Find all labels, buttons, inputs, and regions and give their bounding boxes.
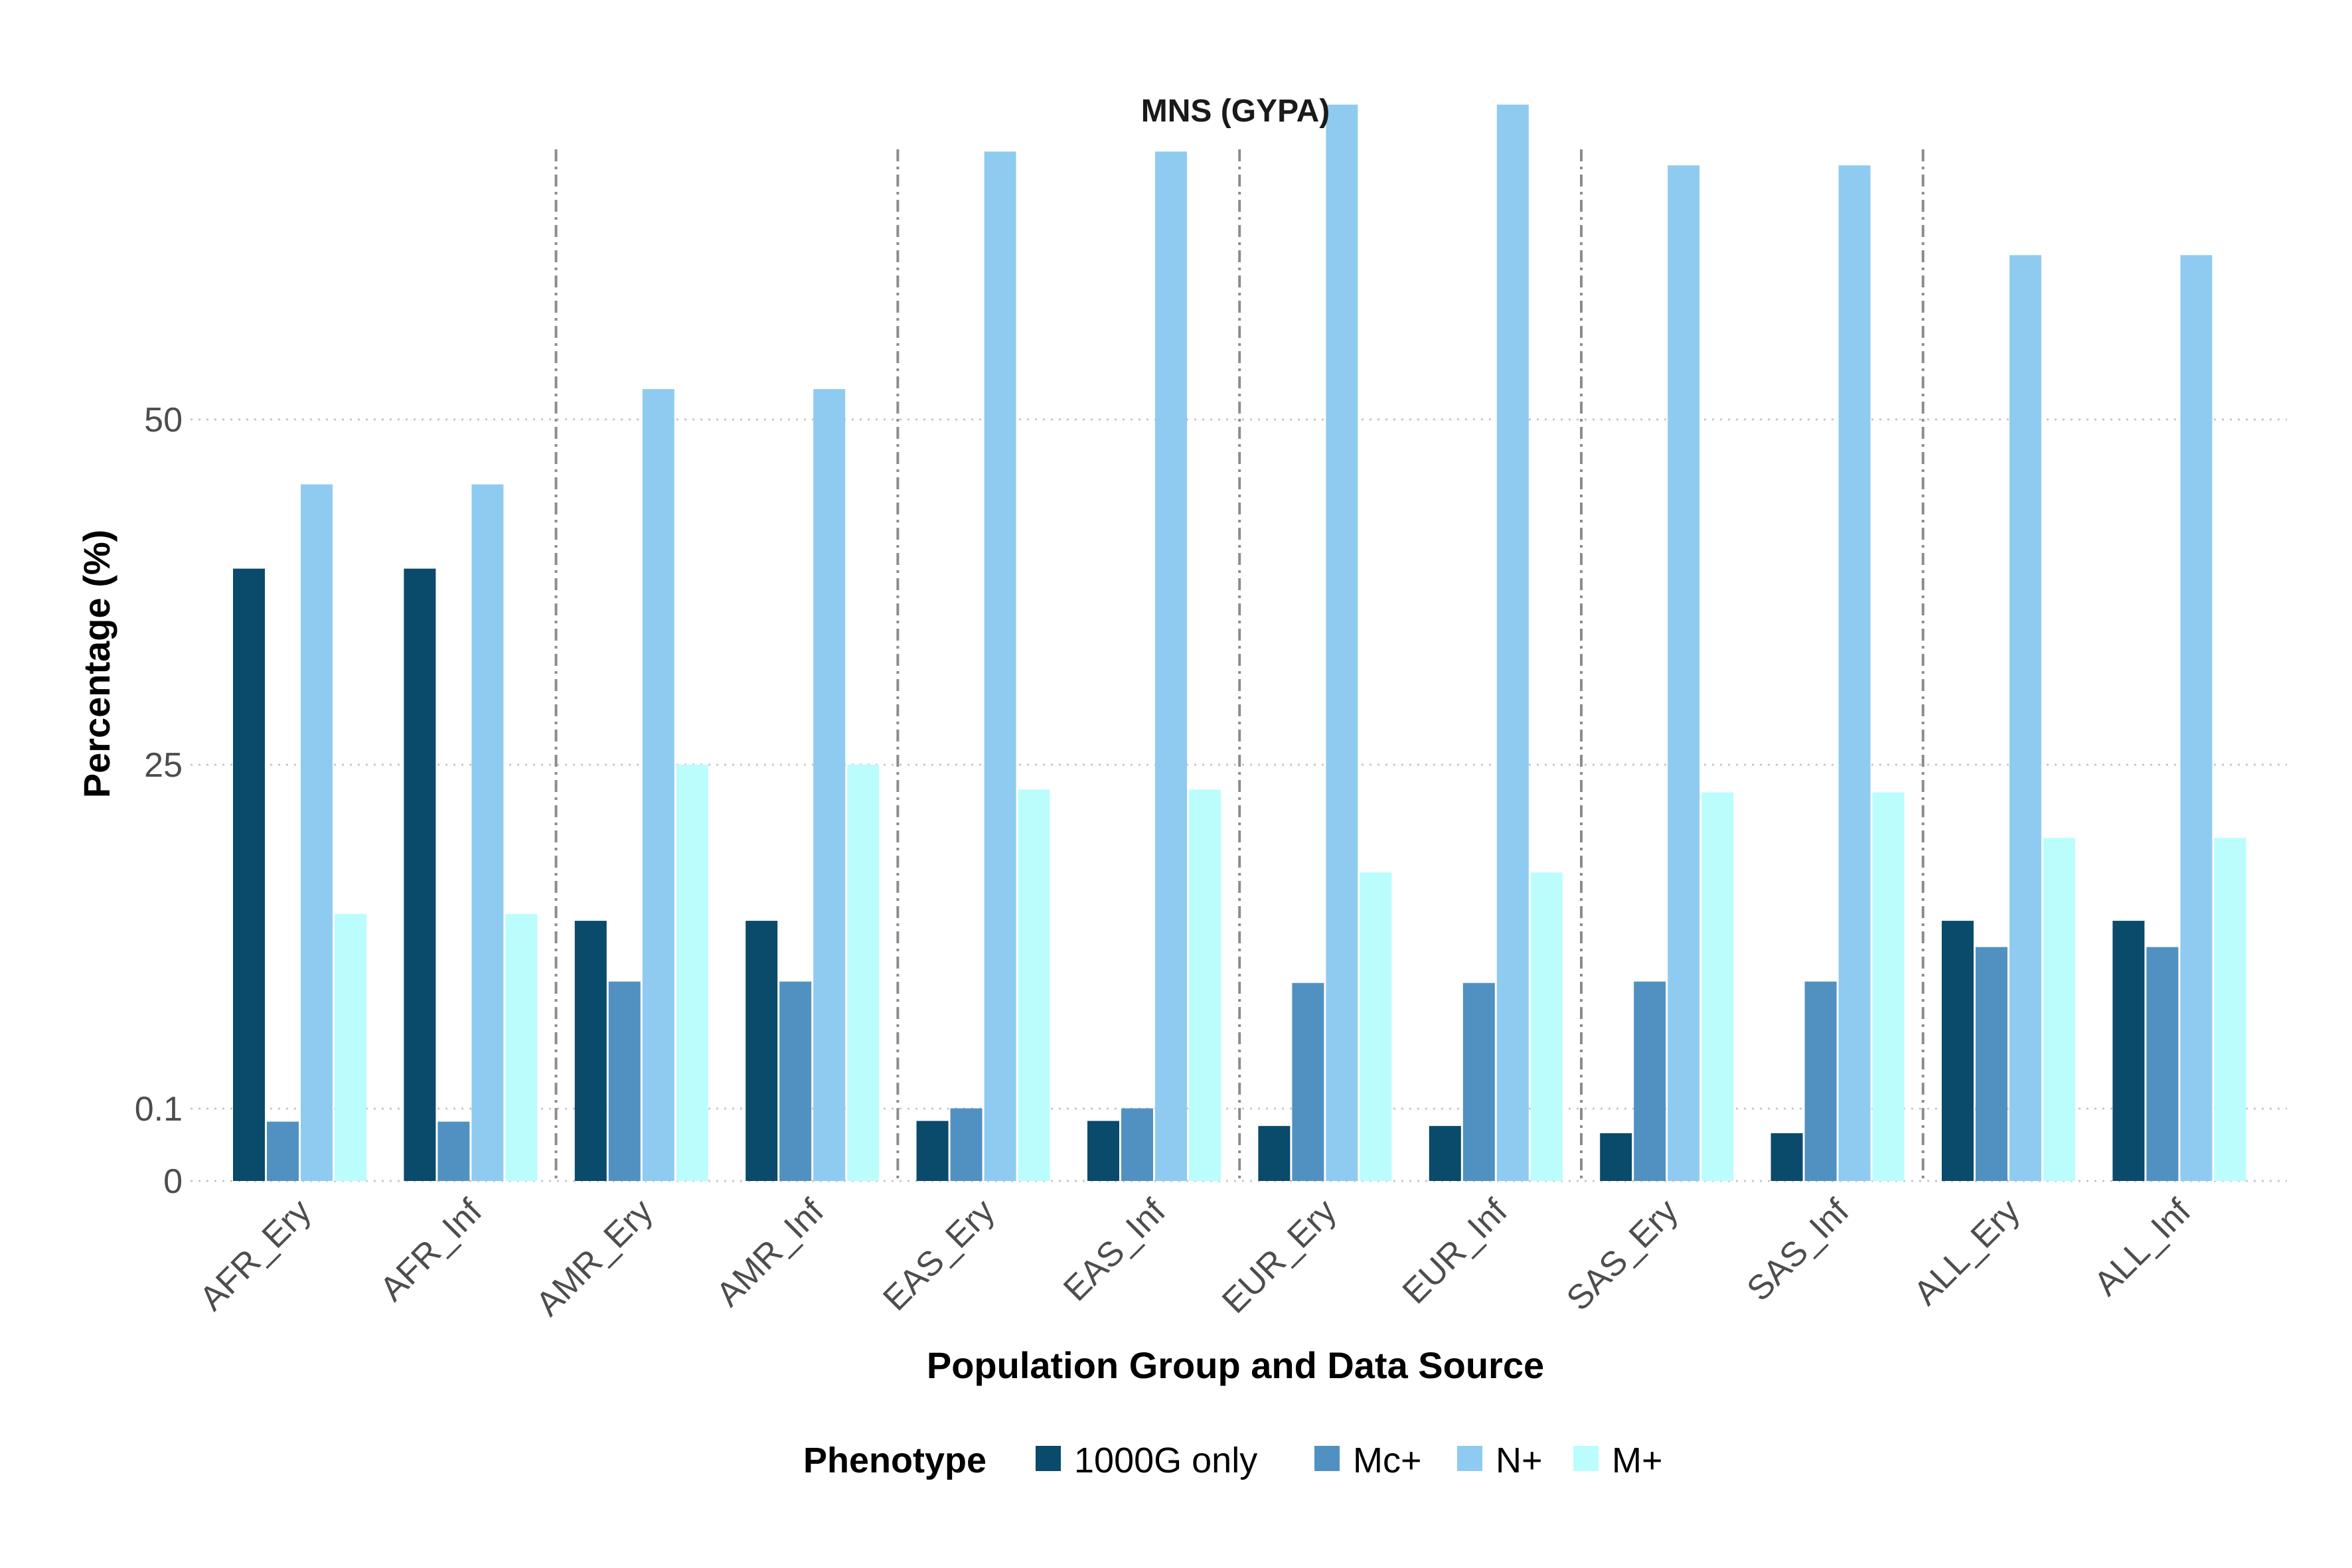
bar-AFR_Ery-M [335, 913, 366, 1181]
bar-ALL_Inf-M [2214, 838, 2246, 1181]
bar-SAS_Ery-M [1701, 792, 1734, 1181]
bar-EAS_Ery-M [1018, 789, 1050, 1181]
bar-SAS_Inf-M [1872, 792, 1905, 1181]
y-tick-label: 0 [163, 1162, 183, 1201]
bar-ALL_Inf-N [2180, 255, 2213, 1181]
legend-swatch [1036, 1446, 1061, 1471]
chart-title: MNS (GYPA) [1141, 94, 1330, 129]
y-axis: 0 0.1 25 50 [135, 401, 183, 1201]
bar-EUR_Ery-Mc [1292, 982, 1324, 1181]
bar-AFR_Ery-Mc [267, 1121, 299, 1181]
bar-EAS_Ery-N [984, 151, 1016, 1181]
bar-ALL_Ery-Mc [1976, 947, 2007, 1181]
bar-AFR_Ery-N [301, 484, 333, 1181]
bar-AFR_Ery-1000Gonly [233, 568, 265, 1181]
bar-ALL_Ery-N [2009, 255, 2041, 1181]
x-tick-label: AFR_Inf [373, 1192, 490, 1308]
bar-EUR_Inf-N [1496, 104, 1529, 1181]
bar-AFR_Inf-M [505, 913, 538, 1181]
y-tick-label: 50 [144, 401, 183, 439]
bar-EAS_Inf-M [1189, 789, 1221, 1181]
x-tick-label: EAS_Inf [1056, 1192, 1173, 1308]
y-axis-title: Percentage (%) [76, 530, 118, 799]
bar-EUR_Inf-M [1530, 872, 1563, 1181]
bar-EAS_Inf-N [1155, 151, 1187, 1181]
bar-AFR_Inf-Mc [437, 1121, 470, 1181]
bar-AFR_Inf-1000Gonly [404, 568, 436, 1181]
x-tick-label: ALL_Inf [2087, 1192, 2199, 1303]
y-tick-label: 25 [144, 746, 183, 785]
x-tick-label: SAS_Inf [1740, 1192, 1857, 1308]
bar-ALL_Inf-Mc [2146, 947, 2179, 1181]
bar-AMR_Inf-N [813, 389, 846, 1181]
bar-AMR_Ery-Mc [608, 981, 641, 1181]
bars [233, 104, 2246, 1181]
legend: Phenotype 1000G only Mc+ N+ M+ [803, 1441, 1663, 1480]
bar-EUR_Inf-1000Gonly [1429, 1126, 1461, 1181]
bar-SAS_Inf-N [1838, 165, 1871, 1181]
legend-swatch [1457, 1446, 1482, 1471]
x-tick-label: SAS_Ery [1559, 1192, 1686, 1318]
x-axis-title: Population Group and Data Source [927, 1344, 1544, 1386]
bar-EUR_Ery-M [1360, 872, 1392, 1181]
legend-label: Mc+ [1353, 1441, 1422, 1480]
y-tick-label: 0.1 [135, 1090, 183, 1129]
bar-SAS_Ery-1000Gonly [1600, 1133, 1632, 1181]
legend-label: 1000G only [1074, 1441, 1257, 1480]
legend-label: M+ [1612, 1441, 1663, 1480]
bar-EUR_Ery-N [1326, 104, 1358, 1181]
bar-AFR_Inf-N [471, 484, 504, 1181]
x-tick-label: ALL_Ery [1907, 1192, 2027, 1312]
x-tick-label: EAS_Ery [876, 1192, 1002, 1318]
bar-SAS_Inf-1000Gonly [1770, 1133, 1803, 1181]
bar-EUR_Inf-Mc [1462, 982, 1495, 1181]
x-tick-label: AFR_Ery [193, 1192, 319, 1318]
x-tick-label: AMR_Ery [528, 1192, 660, 1323]
bar-EAS_Ery-1000Gonly [916, 1121, 949, 1181]
bar-SAS_Inf-Mc [1804, 981, 1837, 1181]
bar-EAS_Inf-Mc [1121, 1108, 1153, 1181]
bar-EUR_Ery-1000Gonly [1258, 1126, 1291, 1181]
legend-label: N+ [1496, 1441, 1543, 1480]
legend-title: Phenotype [803, 1441, 986, 1480]
bar-ALL_Ery-M [2043, 838, 2075, 1181]
bar-AMR_Ery-N [642, 389, 674, 1181]
legend-swatch [1573, 1446, 1599, 1471]
bar-AMR_Inf-1000Gonly [745, 921, 778, 1181]
bar-AMR_Ery-1000Gonly [574, 921, 607, 1181]
bar-AMR_Inf-M [847, 765, 880, 1181]
bar-EAS_Ery-Mc [950, 1108, 982, 1181]
bar-ALL_Ery-1000Gonly [1942, 921, 1974, 1181]
bar-EAS_Inf-1000Gonly [1087, 1121, 1119, 1181]
x-tick-label: EUR_Ery [1215, 1192, 1344, 1320]
x-tick-label: EUR_Inf [1395, 1192, 1515, 1311]
bar-AMR_Ery-M [676, 765, 708, 1181]
bar-SAS_Ery-N [1668, 165, 1700, 1181]
bar-AMR_Inf-Mc [779, 981, 812, 1181]
bar-SAS_Ery-Mc [1634, 981, 1666, 1181]
x-tick-label: AMR_Inf [709, 1192, 831, 1314]
bar-ALL_Inf-1000Gonly [2112, 921, 2145, 1181]
legend-swatch [1314, 1446, 1340, 1471]
x-axis: AFR_Ery AFR_Inf AMR_Ery AMR_Inf EAS_Ery EAS_I… [193, 1192, 2199, 1324]
group-separators [554, 149, 1924, 1181]
